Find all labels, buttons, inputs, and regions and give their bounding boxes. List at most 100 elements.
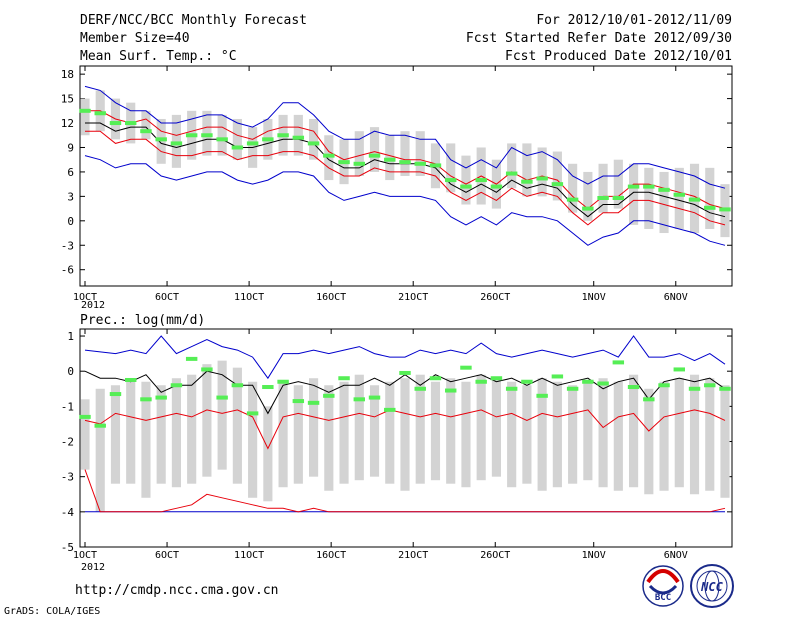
obs-marker [521,379,533,384]
spread-box [309,378,319,477]
y-tick-label: 15 [61,93,74,106]
spread-box [232,118,242,160]
spread-box [385,135,395,181]
spread-box [507,143,517,189]
obs-marker [323,393,335,398]
spread-box [568,163,578,213]
obs-marker [216,395,228,400]
spread-box [644,388,654,495]
obs-marker [292,135,305,140]
y-tick-label: -3 [61,239,74,252]
y-tick-label: -2 [61,436,74,449]
x-tick-label: 16OCT [316,292,346,303]
obs-marker [414,386,426,391]
y-tick-label: 3 [67,190,74,203]
spread-box [522,385,532,484]
spread-box [552,151,562,201]
x-tick-label: 6NOV [664,292,688,303]
obs-marker [475,379,487,384]
obs-marker [521,179,533,184]
obs-marker [704,205,716,210]
obs-marker [460,184,472,189]
spread-box [568,385,578,484]
x-tick-label: 11OCT [234,550,264,561]
obs-marker [445,178,457,183]
spread-box [476,374,486,481]
member-size-label: Member Size=40 [80,31,190,46]
spread-box [141,110,151,140]
obs-marker [566,386,579,391]
obs-marker [79,414,91,419]
spread-box [507,381,517,488]
obs-marker [582,379,594,384]
obs-marker [582,206,594,211]
obs-marker [429,376,442,381]
spread-box [95,388,105,512]
obs-marker [536,176,548,181]
x-tick-label: 11OCT [234,292,264,303]
y-tick-label: -6 [61,264,74,277]
x-tick-label: 1NOV [582,292,606,303]
spread-box [369,385,380,477]
x-tick-label: 6OCT [155,292,179,303]
x-tick-label: 1OCT [73,292,97,303]
obs-marker [704,383,716,388]
obs-marker [338,376,350,381]
spread-box [400,131,410,176]
outer-upper-line [84,85,726,189]
spread-box [598,163,608,213]
inner-upper-line [84,409,726,450]
x-year-label: 2012 [81,300,105,311]
y-tick-label: -5 [61,541,74,554]
spread-box [430,381,441,481]
obs-marker [536,393,548,398]
obs-marker [505,386,518,391]
y-tick-label: -3 [61,471,74,484]
x-tick-label: 6NOV [664,550,688,561]
source-url[interactable]: http://cmdp.ncc.cma.gov.cn [75,583,279,598]
obs-marker [384,157,396,162]
obs-marker [551,374,564,379]
y-tick-label: 1 [67,330,74,343]
obs-marker [79,108,91,113]
spread-box [248,381,258,498]
fcst-started-date: Fcst Started Refer Date 2012/09/30 [466,31,732,46]
spread-box [552,381,562,488]
grads-credit: GrADS: COLA/IGES [4,606,100,617]
spread-box [583,171,593,221]
obs-marker [414,161,426,166]
spread-box [80,98,90,136]
spread-box [80,399,90,470]
obs-marker [673,367,685,372]
inner-lower-line [84,469,726,513]
y-tick-label: 0 [67,215,74,228]
spread-box [324,135,334,181]
outer-upper-line [84,335,726,380]
obs-marker [688,386,701,391]
spread-box [537,378,547,491]
spread-box [324,385,334,491]
obs-marker [551,182,564,187]
spread-box [629,163,639,225]
spread-box [659,171,669,234]
spread-box [705,378,715,491]
obs-marker [307,400,320,405]
obs-marker [125,377,137,382]
spread-box [674,167,684,229]
ncc-logo: NCC [690,564,734,608]
spread-box [598,378,608,488]
spread-box [354,374,364,481]
y-tick-label: -4 [61,506,75,519]
spread-box [217,360,227,470]
x-tick-label: 6OCT [155,550,179,561]
obs-marker [292,399,305,404]
spread-box [217,114,227,156]
obs-marker [125,121,137,126]
obs-marker [170,383,183,388]
obs-marker [719,207,731,212]
spread-box [659,381,669,491]
spread-box [446,378,456,484]
obs-marker [185,133,198,138]
